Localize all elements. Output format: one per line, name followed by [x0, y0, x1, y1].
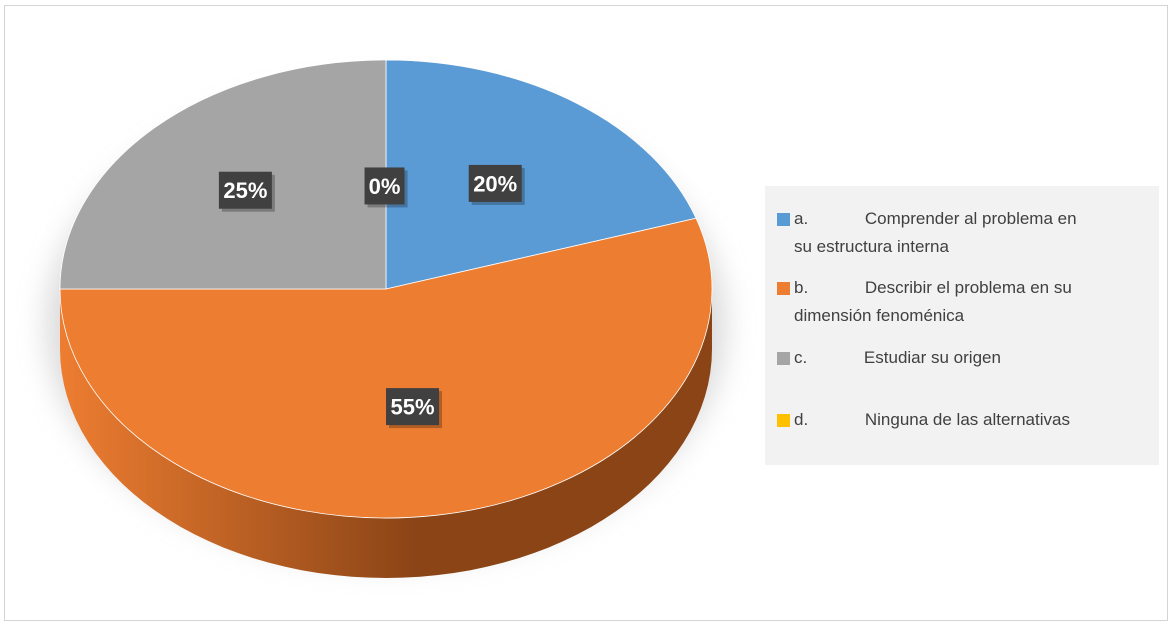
- legend-item-d[interactable]: d. Ninguna de las alternativas: [777, 406, 1147, 434]
- pie-side-b: [60, 289, 712, 578]
- legend-label-a: a. Comprender al problema en su estructur…: [794, 209, 1077, 256]
- data-labels: 20% 55% 25% 0%: [218, 164, 525, 429]
- legend-swatch-c: [777, 352, 790, 365]
- legend-swatch-a: [777, 213, 790, 226]
- legend-swatch-d: [777, 414, 790, 427]
- legend: a. Comprender al problema en su estructur…: [765, 186, 1159, 465]
- legend-item-a[interactable]: a. Comprender al problema en su estructur…: [777, 205, 1147, 261]
- data-label-a: 20%: [468, 164, 525, 205]
- legend-label-d: d. Ninguna de las alternativas: [794, 410, 1070, 429]
- pie-slice-a[interactable]: [385, 59, 697, 290]
- data-label-text-c: 25%: [223, 178, 267, 203]
- pie-side-walls: [60, 289, 712, 578]
- legend-label-b: b. Describir el problema en su dimensión …: [794, 278, 1072, 325]
- data-label-box-c: [218, 171, 272, 209]
- data-label-text-d: 0%: [369, 174, 401, 199]
- legend-swatch-b: [777, 282, 790, 295]
- data-label-c: 25%: [218, 171, 275, 212]
- data-label-text-b: 55%: [390, 395, 434, 420]
- legend-item-b[interactable]: b. Describir el problema en su dimensión …: [777, 274, 1147, 330]
- data-label-box-d: [364, 167, 405, 205]
- pie-slice-b[interactable]: [59, 217, 713, 519]
- pie-top-faces: [59, 59, 713, 519]
- data-label-b: 55%: [386, 388, 443, 429]
- data-label-box-a: [468, 164, 522, 202]
- data-label-box-b: [386, 388, 440, 426]
- legend-item-c[interactable]: c. Estudiar su origen: [777, 344, 1147, 372]
- data-label-text-a: 20%: [473, 171, 517, 196]
- legend-label-c: c. Estudiar su origen: [794, 348, 1001, 367]
- data-label-d: 0%: [364, 167, 408, 208]
